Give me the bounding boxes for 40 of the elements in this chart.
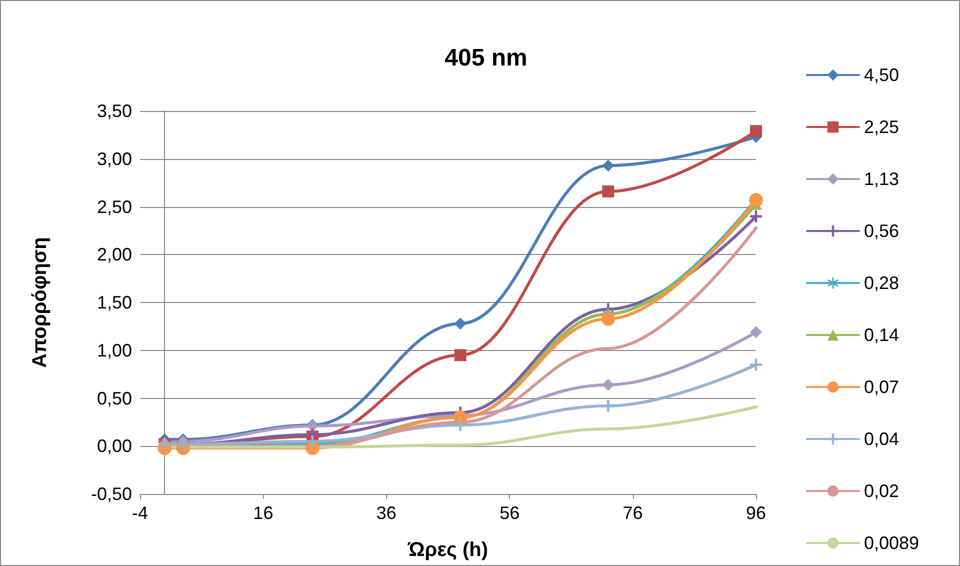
x-tick-label: 36	[376, 503, 396, 523]
y-tick-label: -0,50	[90, 484, 132, 504]
legend-label: 0,14	[864, 325, 900, 345]
y-tick-label: 1,50	[96, 292, 132, 312]
point	[306, 435, 318, 448]
legend-label: 4,50	[864, 65, 900, 85]
point	[602, 160, 614, 172]
y-tick-label: 0,00	[96, 436, 132, 456]
legend-label: 0,28	[864, 273, 900, 293]
legend-label: 0,0089	[864, 533, 920, 553]
legend-label: 0,02	[864, 481, 900, 501]
point	[454, 318, 466, 330]
x-tick-label: 76	[622, 503, 643, 523]
point	[601, 312, 616, 326]
y-tick-label: 1,00	[96, 340, 132, 360]
point	[750, 125, 762, 138]
y-tick-label: 3,00	[96, 148, 132, 169]
point	[602, 185, 614, 198]
x-tick-label: 16	[253, 503, 274, 523]
legend-label: 0,56	[864, 221, 900, 241]
point	[750, 210, 762, 222]
legend-label: 1,13	[864, 169, 900, 189]
legend-label: 0,04	[864, 429, 900, 449]
y-axis-title: Απορρόφηση	[29, 237, 51, 368]
y-tick-label: 0,50	[96, 388, 132, 408]
point	[750, 358, 762, 371]
y-tick-label: 2,00	[96, 244, 132, 265]
x-tick-label: -4	[132, 503, 148, 523]
legend-label: 0,07	[864, 377, 900, 397]
point	[750, 326, 762, 338]
point	[454, 419, 466, 432]
legend-label: 2,25	[864, 117, 900, 137]
point	[454, 349, 466, 362]
chart-title: 405 nm	[444, 44, 528, 72]
x-tick-label: 56	[500, 503, 520, 523]
point	[602, 378, 614, 391]
x-tick-label: 96	[746, 503, 766, 523]
y-tick-label: 3,50	[96, 101, 132, 121]
x-axis-title: Ώρες (h)	[406, 539, 488, 561]
y-tick-label: 2,50	[96, 196, 132, 217]
